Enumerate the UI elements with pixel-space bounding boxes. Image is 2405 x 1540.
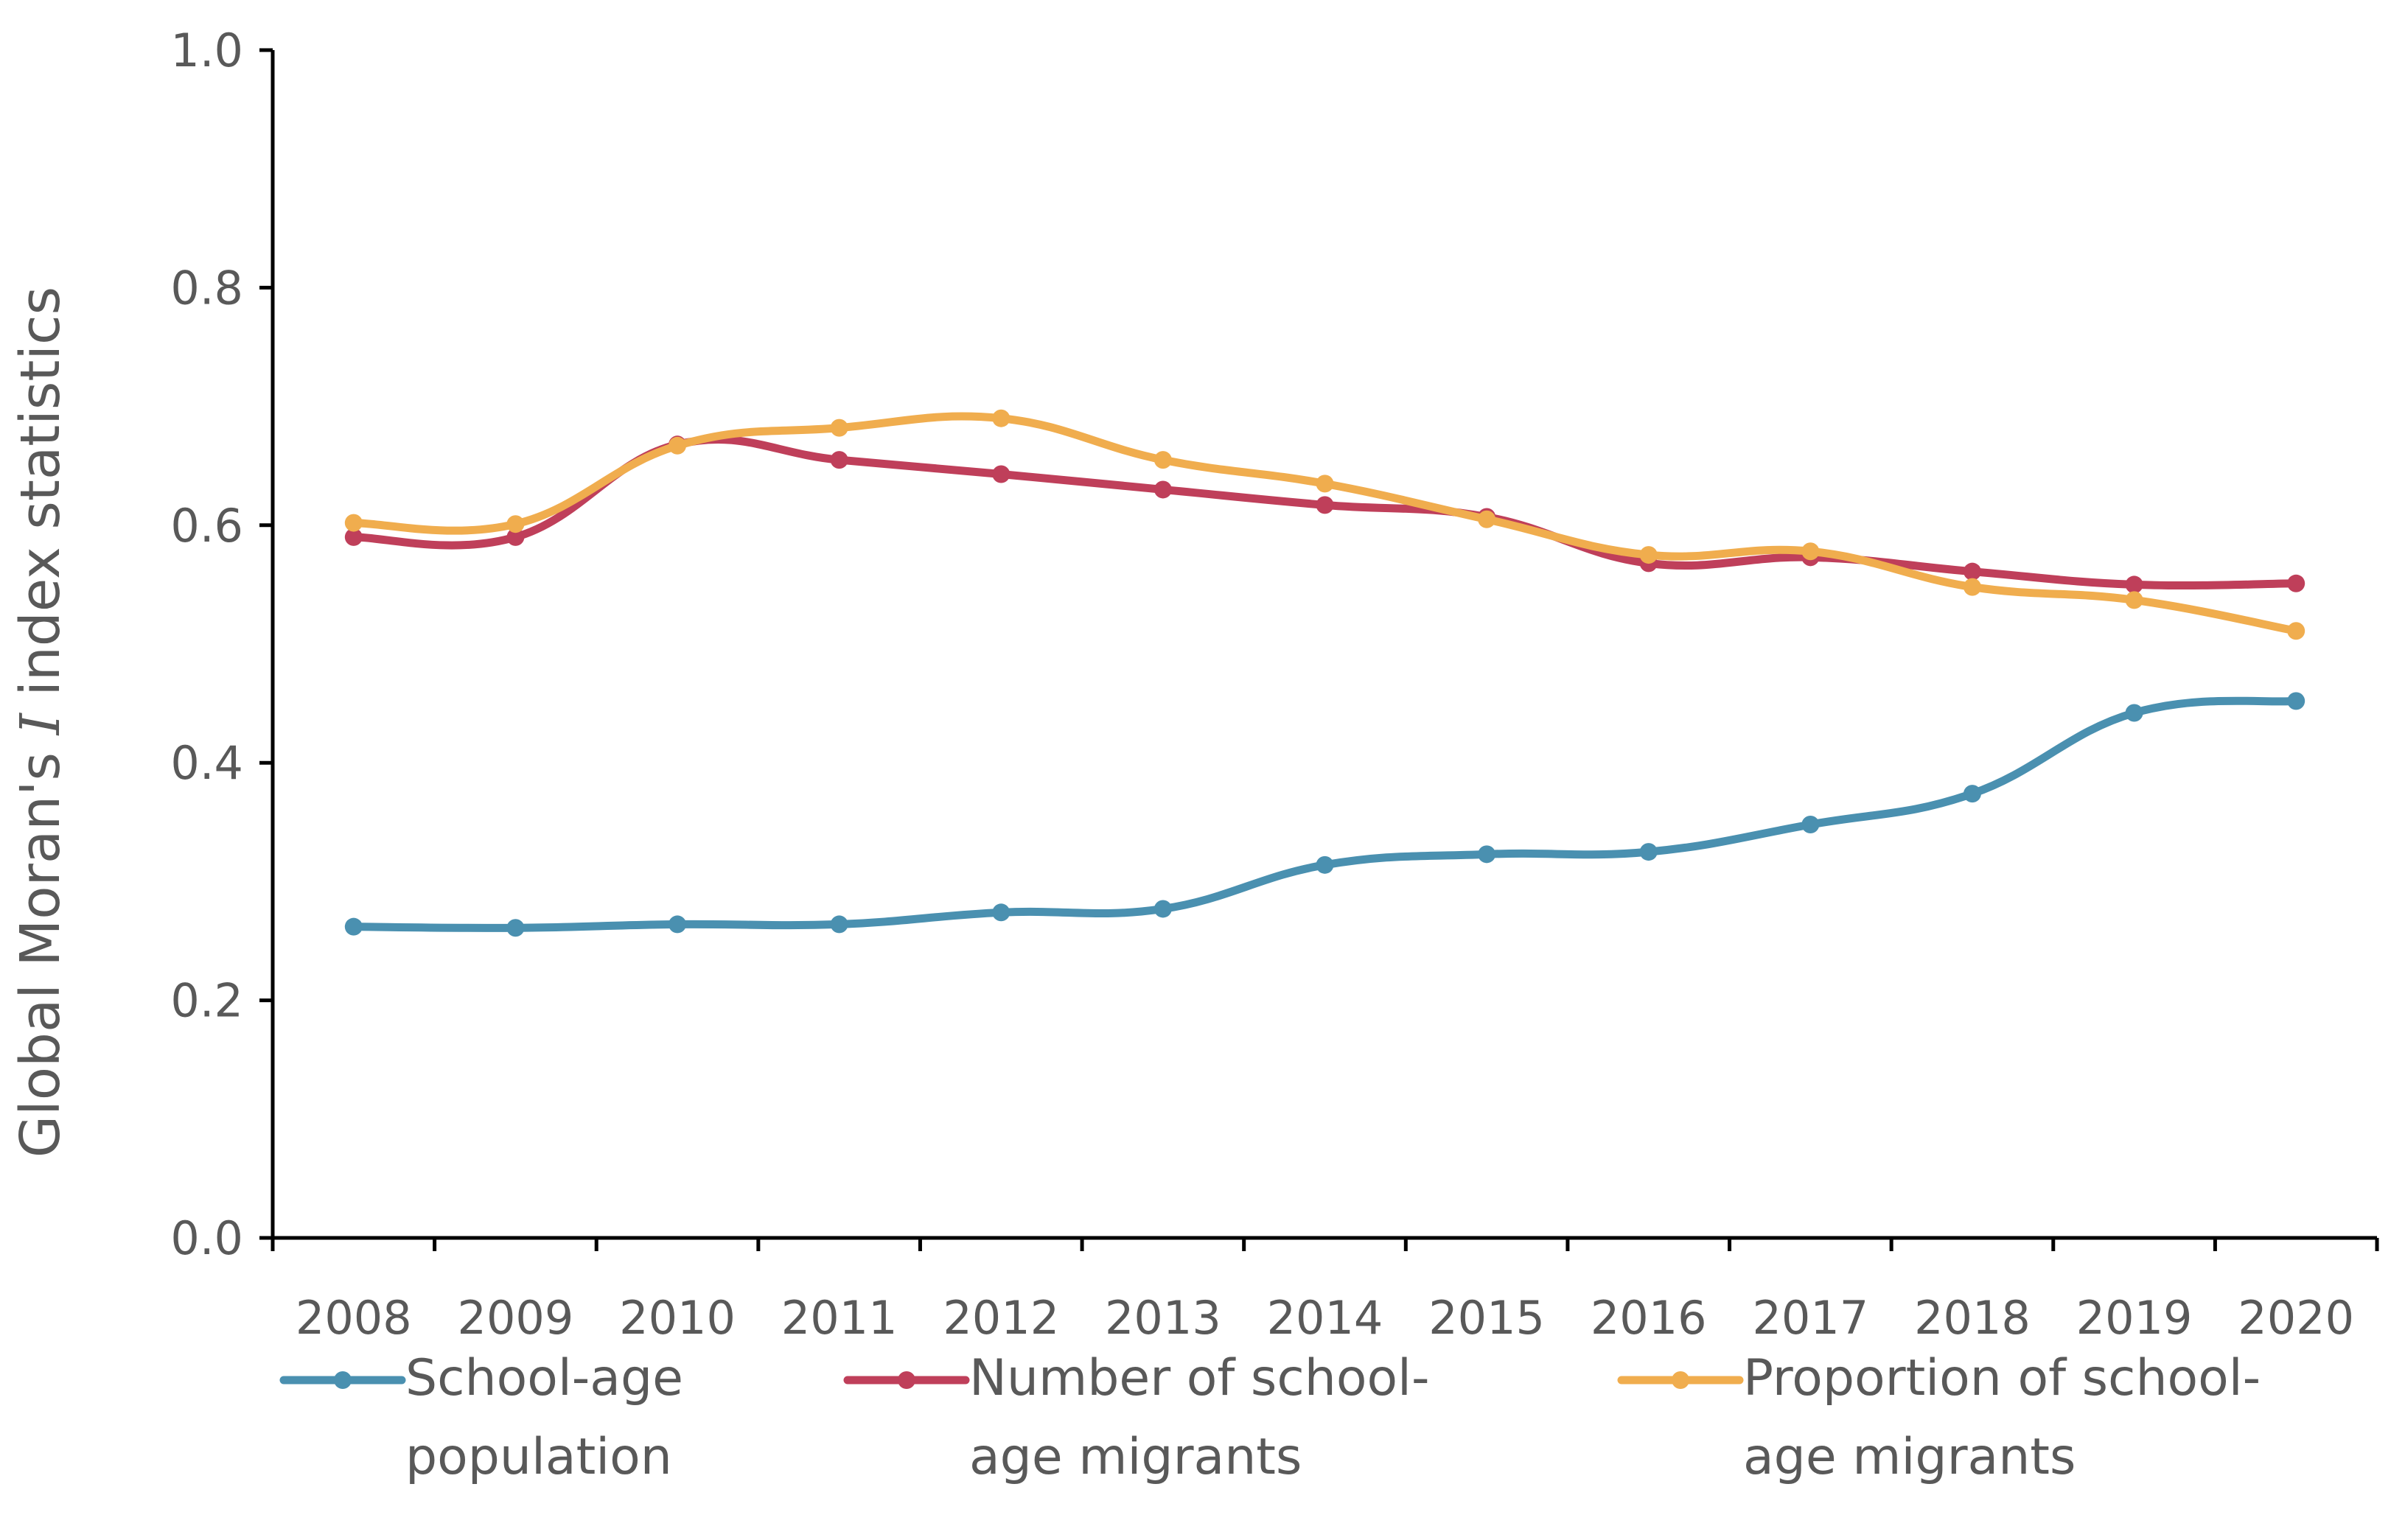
data-point	[2125, 575, 2143, 594]
data-point	[506, 515, 525, 533]
series-1	[344, 692, 2305, 937]
y-tick-label: 0.6	[170, 499, 243, 553]
legend-label-line1: School-age	[405, 1349, 683, 1407]
data-point	[1639, 546, 1658, 564]
data-point	[1478, 510, 1496, 528]
data-point	[2287, 692, 2305, 710]
x-tick-label: 2015	[1428, 1291, 1545, 1345]
data-point	[2125, 704, 2143, 722]
x-tick-label: 2017	[1752, 1291, 1868, 1345]
x-tick-label: 2016	[1591, 1291, 1707, 1345]
data-point	[1801, 542, 1820, 561]
legend-label-line1: Number of school-	[969, 1349, 1429, 1407]
data-point	[1963, 562, 1981, 581]
x-tick-label: 2018	[1914, 1291, 2031, 1345]
data-point	[992, 409, 1010, 427]
series-3	[344, 409, 2305, 640]
data-point	[669, 915, 687, 934]
y-tick-label: 0.0	[170, 1211, 243, 1265]
legend-label-line1: Proportion of school-	[1743, 1349, 2261, 1407]
axes: 0.0 0.2 0.4 0.6 0.8 1.0 2008 2009 2010 2011 2012 20…	[170, 24, 2379, 1345]
y-axis-title-before: Global Moran's	[9, 735, 72, 1158]
data-point	[1153, 480, 1172, 499]
y-axis-title-after: index statistics	[9, 287, 72, 713]
data-point	[1963, 578, 1981, 596]
x-tick-label: 2009	[458, 1291, 574, 1345]
data-point	[992, 903, 1010, 922]
data-point	[1153, 900, 1172, 918]
data-point	[1963, 785, 1981, 803]
data-point	[2287, 574, 2305, 592]
data-point	[830, 419, 848, 437]
legend-swatch-marker	[898, 1371, 915, 1389]
data-point	[830, 915, 848, 934]
data-point	[506, 528, 525, 546]
x-tick-label: 2014	[1267, 1291, 1383, 1345]
x-tick-label: 2013	[1105, 1291, 1221, 1345]
x-tick-label: 2019	[2076, 1291, 2193, 1345]
x-tick-label: 2011	[781, 1291, 898, 1345]
data-point	[1153, 451, 1172, 469]
data-point	[1316, 475, 1334, 493]
series-line	[349, 412, 2300, 635]
legend-item-2: Number of school-age migrants	[843, 1349, 1429, 1486]
data-point	[1639, 843, 1658, 861]
y-axis-title: Global Moran's I index statistics	[9, 287, 72, 1158]
data-point	[344, 514, 363, 532]
series-layer	[344, 409, 2305, 937]
series-line	[349, 696, 2300, 932]
y-tick-label: 0.4	[170, 736, 243, 790]
data-point	[830, 451, 848, 469]
y-tick-label: 0.2	[170, 974, 243, 1028]
x-tick-label: 2020	[2238, 1291, 2354, 1345]
x-tick-label: 2010	[619, 1291, 736, 1345]
data-point	[2287, 622, 2305, 640]
legend-swatch-marker	[1672, 1371, 1689, 1389]
legend-label-line2: age migrants	[1743, 1428, 2076, 1486]
legend: School-age population Number of school-age…	[279, 1349, 2261, 1486]
x-tick-label: 2008	[296, 1291, 412, 1345]
data-point	[1316, 855, 1334, 874]
y-axis-title-italic: I	[9, 712, 72, 736]
data-point	[1801, 816, 1820, 834]
legend-swatch-marker	[334, 1371, 352, 1389]
y-tick-label: 0.8	[170, 261, 243, 315]
data-point	[992, 465, 1010, 483]
legend-item-3: Proportion of school-age migrants	[1617, 1349, 2261, 1486]
legend-label-line2: population	[405, 1428, 672, 1486]
data-point	[506, 919, 525, 937]
data-point	[2125, 591, 2143, 609]
legend-label-line2: age migrants	[969, 1428, 1302, 1486]
data-point	[669, 436, 687, 455]
legend-item-1: School-age population	[279, 1349, 683, 1486]
data-point	[1316, 496, 1334, 514]
data-point	[344, 917, 363, 936]
data-point	[344, 528, 363, 546]
y-tick-label: 1.0	[170, 24, 243, 77]
data-point	[1478, 845, 1496, 864]
x-tick-label: 2012	[943, 1291, 1059, 1345]
